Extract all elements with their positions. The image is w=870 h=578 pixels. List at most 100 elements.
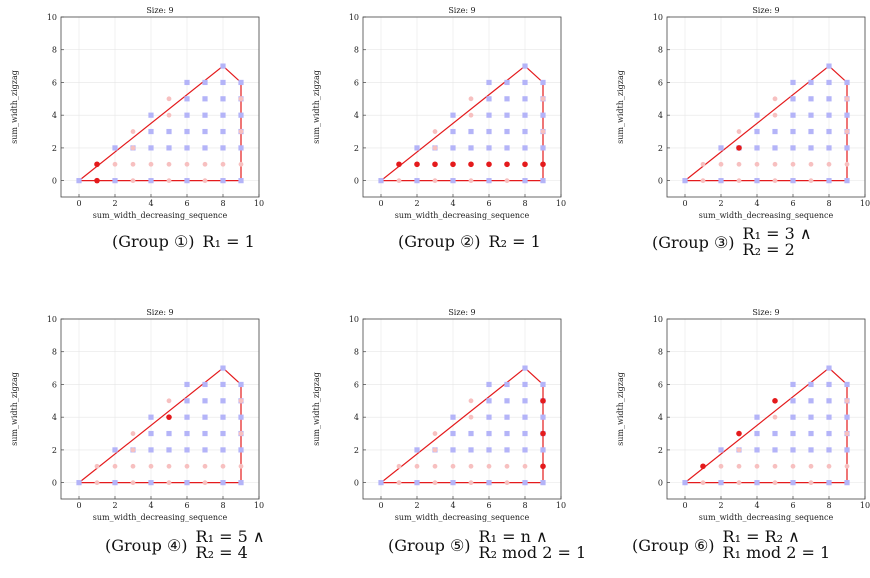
group-caption: (Group ⑤) R₁ = n ∧ R₂ mod 2 = 1 [388,529,586,561]
data-point-square [540,480,546,486]
data-point-circle [202,178,208,184]
data-point-square [772,430,778,437]
data-point-square [540,447,546,453]
data-point-square [522,447,528,453]
group-condition: R₂ = 1 [489,233,541,250]
x-tick-label: 6 [184,199,189,208]
chart-title: Size: 9 [448,308,475,317]
x-tick-label: 8 [522,501,527,510]
highlight-point [166,414,172,420]
data-point-square [522,63,528,69]
data-point-square [522,398,528,404]
data-point-square [238,79,244,86]
data-point-square [790,178,796,184]
y-axis-label: sum_width_zigzag [312,70,321,144]
x-axis-label: sum_width_decreasing_sequence [93,513,228,522]
x-tick-label: 2 [112,501,117,510]
highlight-point [540,463,546,470]
data-point-circle [736,161,742,167]
y-tick-label: 8 [658,46,663,55]
data-point-square [486,128,492,135]
data-point-square [184,79,190,86]
x-tick-label: 0 [378,199,383,208]
data-point-square [184,398,190,404]
data-point-square [808,96,814,102]
data-point-square [522,480,528,486]
data-point-square [486,96,492,102]
x-tick-label: 2 [718,199,723,208]
data-point-circle [130,431,136,436]
y-tick-label: 4 [52,111,57,120]
data-point-square [378,480,384,486]
data-point-square [486,430,492,437]
plot-frame [666,16,866,198]
x-tick-label: 10 [254,501,264,510]
data-point-square [754,430,760,437]
y-tick-label: 8 [354,46,359,55]
data-point-square [844,145,850,151]
x-tick-label: 6 [790,199,795,208]
data-point-square [522,365,528,371]
data-point-circle [432,447,438,453]
data-point-square [754,480,760,486]
data-point-circle [540,96,546,102]
data-point-circle [166,463,172,469]
x-axis-label: sum_width_decreasing_sequence [395,513,530,522]
y-tick-label: 4 [658,413,663,422]
data-point-square [486,381,492,388]
data-point-circle [504,480,510,486]
x-tick-label: 0 [76,501,81,510]
data-point-circle [112,161,118,167]
data-point-square [220,365,226,371]
data-point-square [754,178,760,184]
data-point-square [238,145,244,151]
y-tick-label: 0 [354,177,359,186]
data-point-square [148,447,154,453]
data-point-square [238,414,244,420]
x-tick-label: 4 [754,199,759,208]
chart-title: Size: 9 [146,308,173,317]
highlight-point [540,430,546,437]
highlight-point [540,398,546,404]
data-point-square [202,414,208,420]
data-point-square [754,145,760,151]
highlight-point [94,177,100,184]
data-point-circle [790,463,796,469]
group-condition: R₁ = n ∧ R₂ mod 2 = 1 [479,529,587,561]
data-point-circle [826,161,832,167]
chart-title: Size: 9 [752,308,779,317]
data-point-square [76,178,82,184]
condition-line: R₁ = 1 [202,231,255,251]
y-tick-label: 8 [658,348,663,357]
hull-outline [380,65,544,182]
data-point-circle [432,145,438,151]
x-tick-label: 6 [184,501,189,510]
data-point-square [754,112,760,118]
data-point-circle [844,96,850,102]
y-tick-label: 10 [349,315,359,324]
highlight-point [772,398,778,404]
data-point-square [220,79,226,86]
data-point-square [202,128,208,135]
data-point-square [844,480,850,486]
data-point-square [220,447,226,453]
group-label: (Group ⑤) [388,535,471,555]
data-point-square [184,145,190,151]
y-axis-label: sum_width_zigzag [616,372,625,446]
data-point-square [450,128,456,135]
data-point-circle [772,112,778,118]
condition-line: R₁ = R₂ ∧ [722,527,800,546]
data-point-square [754,414,760,420]
data-point-circle [238,463,244,469]
data-point-square [184,381,190,388]
data-point-circle [700,178,706,184]
hull-outline [78,367,242,484]
data-point-square [238,112,244,118]
data-point-square [540,112,546,118]
y-tick-label: 6 [52,78,57,87]
data-point-circle [468,112,474,118]
group-condition: R₁ = 5 ∧ R₂ = 4 [196,529,265,561]
data-point-square [450,178,456,184]
y-tick-label: 4 [52,413,57,422]
data-point-square [220,414,226,420]
